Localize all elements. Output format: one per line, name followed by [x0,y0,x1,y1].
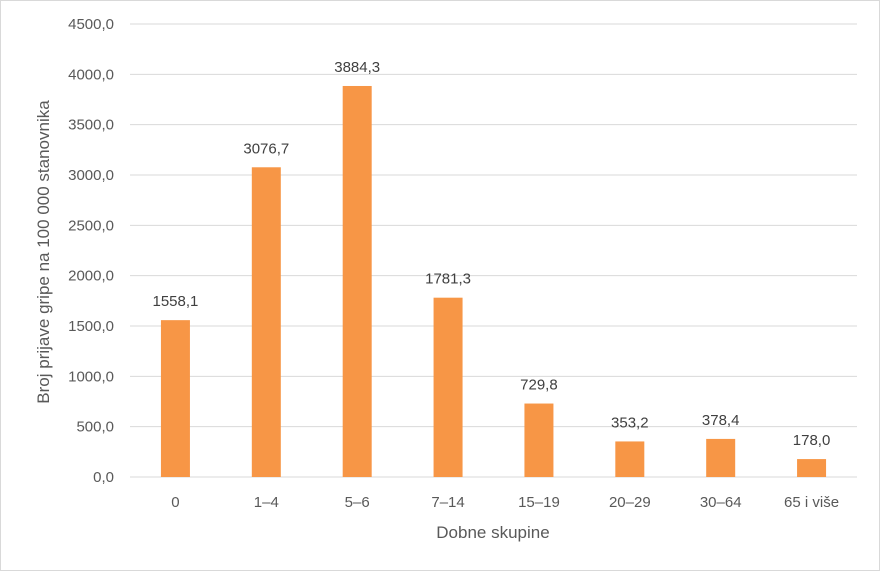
gridlines [130,23,857,478]
y-tick-label: 4000,0 [68,66,114,83]
x-tick-label: 0 [171,494,179,511]
data-label: 353,2 [611,414,649,431]
data-label: 729,8 [520,377,558,394]
bar [524,403,554,477]
x-tick-label: 1–4 [254,494,279,511]
bar [706,438,736,477]
y-tick-label: 4500,0 [68,16,114,33]
bar [797,459,827,477]
y-axis-tick-labels: 0,0 500,0 1000,0 1500,0 2000,0 2500,0 3000,0 35… [68,16,114,486]
y-tick-label: 3500,0 [68,117,114,134]
y-tick-label: 500,0 [76,419,114,436]
y-tick-label: 2500,0 [68,217,114,234]
y-tick-label: 1500,0 [68,318,114,335]
data-label: 378,4 [702,412,740,429]
x-tick-label: 30–64 [700,494,742,511]
y-tick-label: 3000,0 [68,167,114,184]
data-label: 1781,3 [425,271,471,288]
x-axis-title: Dobne skupine [436,523,549,542]
bar [615,441,645,477]
x-tick-label: 5–6 [345,494,370,511]
data-label: 3076,7 [243,140,289,157]
y-tick-label: 1000,0 [68,368,114,385]
y-tick-label: 0,0 [93,469,114,486]
bar [342,85,372,477]
x-tick-label: 65 i više [784,494,839,511]
x-tick-label: 15–19 [518,494,560,511]
bar [160,320,190,477]
data-label: 3884,3 [334,59,380,76]
data-label: 178,0 [793,432,831,449]
x-tick-label: 20–29 [609,494,651,511]
bars [160,85,827,477]
bar [251,167,281,477]
data-label: 1558,1 [152,293,198,310]
y-axis-title: Broj prijave gripe na 100 000 stanovnika [34,100,53,404]
y-tick-label: 2000,0 [68,268,114,285]
x-axis-tick-labels: 0 1–4 5–6 7–14 15–19 20–29 30–64 65 i više [171,494,839,511]
data-labels: 1558,1 3076,7 3884,3 1781,3 729,8 353,2 378,4 1… [152,59,830,449]
bar [433,297,463,477]
x-tick-label: 7–14 [431,494,464,511]
